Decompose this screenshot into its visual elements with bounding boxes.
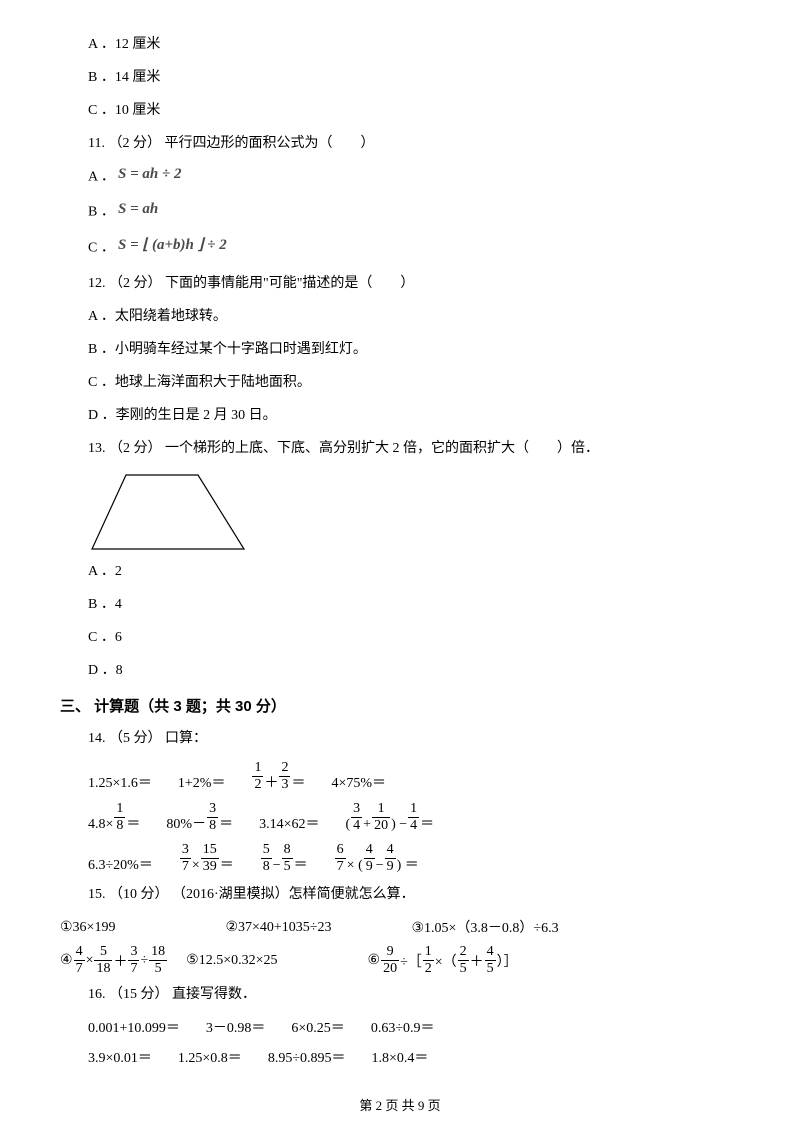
calc-cell: 6×0.25＝ bbox=[291, 1017, 344, 1037]
calc-cell: 1.25×0.8＝ bbox=[178, 1047, 242, 1067]
calc-cell: ①36×199 bbox=[60, 919, 115, 936]
fraction: 518 bbox=[94, 945, 112, 976]
q15-stem: 15. （10 分） （2016·湖里模拟）怎样简便就怎么算． bbox=[88, 884, 740, 905]
q11-formula-a: S = ah ÷ 2 bbox=[118, 166, 196, 189]
fraction: 47 bbox=[74, 945, 85, 976]
calc-cell: ②37×40+1035÷23 bbox=[225, 919, 331, 936]
fraction: 49 bbox=[385, 843, 396, 874]
q11-option-a-prefix: A ． bbox=[88, 170, 115, 185]
fraction: 34 bbox=[351, 802, 362, 833]
q11-option-b-prefix: B ． bbox=[88, 205, 115, 220]
calc-cell: 37 × 1539 ＝ bbox=[179, 843, 234, 874]
calc-cell: 12 ＋ 23 ＝ bbox=[251, 761, 305, 792]
q13-option-a: A ．2 bbox=[88, 561, 740, 582]
fraction: 49 bbox=[364, 843, 375, 874]
q13-option-c: C ．6 bbox=[88, 627, 740, 648]
fraction: 85 bbox=[282, 843, 293, 874]
q11-formula-b: S = ah bbox=[118, 201, 166, 224]
q14-calc-block: 1.25×1.6＝ 1+2%＝ 12 ＋ 23 ＝ 4×75%＝ 4.8× 18 ＝ 80… bbox=[88, 761, 740, 874]
fraction: 37 bbox=[128, 945, 139, 976]
calc-cell: 1.8×0.4＝ bbox=[372, 1047, 429, 1067]
q12-option-b: B ．小明骑车经过某个十字路口时遇到红灯。 bbox=[88, 339, 740, 360]
fraction: 920 bbox=[381, 945, 399, 976]
calc-cell: 58 − 85 ＝ bbox=[260, 843, 308, 874]
fraction: 12 bbox=[252, 761, 263, 792]
calc-cell: ( 34+120 ) − 14 ＝ bbox=[345, 802, 434, 833]
fraction: 38 bbox=[207, 802, 218, 833]
fraction: 45 bbox=[485, 945, 496, 976]
calc-cell: 4.8× 18 ＝ bbox=[88, 802, 140, 833]
fraction: 67 bbox=[335, 843, 346, 874]
q11-formula-c: S = ⌊ (a+b)h ⌋ ÷ 2 bbox=[118, 236, 268, 261]
fraction: 18 bbox=[114, 802, 125, 833]
q10-option-c: C ．10 厘米 bbox=[88, 100, 740, 121]
calc-cell: 3.9×0.01＝ bbox=[88, 1047, 152, 1067]
calc-cell: 1.25×1.6＝ bbox=[88, 772, 152, 792]
page: A ．12 厘米 B ．14 厘米 C ．10 厘米 11. （2 分） 平行四… bbox=[0, 0, 800, 1132]
q15-row-1: ①36×199 ②37×40+1035÷23 ③1.05×（3.8－0.8）÷6.3 bbox=[60, 917, 740, 937]
calc-cell: 3－0.98＝ bbox=[206, 1017, 266, 1037]
q16-row-2: 3.9×0.01＝ 1.25×0.8＝ 8.95÷0.895＝ 1.8×0.4＝ bbox=[88, 1047, 740, 1067]
q12-option-d: D ．李刚的生日是 2 月 30 日。 bbox=[88, 405, 740, 426]
fraction: 25 bbox=[458, 945, 469, 976]
page-footer: 第 2 页 共 9 页 bbox=[0, 1095, 800, 1114]
q16-stem: 16. （15 分） 直接写得数． bbox=[88, 984, 740, 1005]
q11-option-c-prefix: C ． bbox=[88, 241, 115, 256]
q10-option-a: A ．12 厘米 bbox=[88, 34, 740, 55]
calc-cell: 0.63÷0.9＝ bbox=[371, 1017, 435, 1037]
fraction: 1539 bbox=[201, 843, 219, 874]
section-3-title: 三、 计算题（共 3 题；共 30 分） bbox=[60, 695, 740, 716]
q16-calc-block: 0.001+10.099＝ 3－0.98＝ 6×0.25＝ 0.63÷0.9＝ 3.9… bbox=[88, 1017, 740, 1067]
q11-option-a: A ． S = ah ÷ 2 bbox=[88, 166, 740, 189]
calc-cell: 67 × ( 49 − 49 ) ＝ bbox=[334, 843, 419, 874]
calc-cell: ③1.05×（3.8－0.8）÷6.3 bbox=[411, 917, 558, 937]
q15-calc-block: ①36×199 ②37×40+1035÷23 ③1.05×（3.8－0.8）÷6.3… bbox=[60, 917, 740, 976]
calc-cell: 1+2%＝ bbox=[178, 772, 226, 792]
svg-text:S = ah: S = ah bbox=[118, 201, 158, 217]
calc-cell: 8.95÷0.895＝ bbox=[268, 1047, 346, 1067]
q14-stem: 14. （5 分） 口算： bbox=[88, 728, 740, 749]
fraction: 14 bbox=[408, 802, 419, 833]
q10-option-b: B ．14 厘米 bbox=[88, 67, 740, 88]
q11-option-c: C ． S = ⌊ (a+b)h ⌋ ÷ 2 bbox=[88, 236, 740, 261]
calc-cell: 4×75%＝ bbox=[331, 772, 386, 792]
calc-cell: ⑥ 920 ÷［ 12 ×（ 25 ＋ 45 ）］ bbox=[368, 945, 518, 976]
q13-trapezoid-figure bbox=[88, 471, 248, 553]
fraction: 185 bbox=[149, 945, 167, 976]
calc-cell: ⑤12.5×0.32×25 bbox=[186, 952, 277, 969]
svg-text:S = ah ÷ 2: S = ah ÷ 2 bbox=[118, 166, 182, 182]
fraction: 23 bbox=[279, 761, 290, 792]
q15-row-2: ④ 47 × 518 ＋ 37 ÷ 185 ⑤12.5×0.32×25 ⑥ 920 … bbox=[60, 945, 740, 976]
calc-row: 6.3÷20%＝ 37 × 1539 ＝ 58 − 85 ＝ 67 × ( 49 − … bbox=[88, 843, 740, 874]
q13-option-b: B ．4 bbox=[88, 594, 740, 615]
q13-stem: 13. （2 分） 一个梯形的上底、下底、高分别扩大 2 倍，它的面积扩大（ ）… bbox=[88, 438, 740, 459]
calc-cell: 6.3÷20%＝ bbox=[88, 854, 153, 874]
calc-cell: 80%－ 38 ＝ bbox=[166, 802, 233, 833]
q12-option-a: A ．太阳绕着地球转。 bbox=[88, 306, 740, 327]
fraction: 12 bbox=[423, 945, 434, 976]
q12-option-c: C ．地球上海洋面积大于陆地面积。 bbox=[88, 372, 740, 393]
svg-text:S = ⌊ (a+b)h ⌋ ÷ 2: S = ⌊ (a+b)h ⌋ ÷ 2 bbox=[118, 237, 227, 253]
calc-cell: 0.001+10.099＝ bbox=[88, 1017, 180, 1037]
fraction: 58 bbox=[261, 843, 272, 874]
fraction: 120 bbox=[372, 802, 390, 833]
calc-row: 1.25×1.6＝ 1+2%＝ 12 ＋ 23 ＝ 4×75%＝ bbox=[88, 761, 740, 792]
calc-cell: ④ 47 × 518 ＋ 37 ÷ 185 bbox=[60, 945, 168, 976]
q11-stem: 11. （2 分） 平行四边形的面积公式为（ ） bbox=[88, 133, 740, 154]
fraction: 37 bbox=[180, 843, 191, 874]
calc-cell: 3.14×62＝ bbox=[259, 813, 319, 833]
calc-row: 4.8× 18 ＝ 80%－ 38 ＝ 3.14×62＝ ( 34+120 ) − 1… bbox=[88, 802, 740, 833]
q12-stem: 12. （2 分） 下面的事情能用"可能"描述的是（ ） bbox=[88, 273, 740, 294]
q13-option-d: D ．8 bbox=[88, 660, 740, 681]
q11-option-b: B ． S = ah bbox=[88, 201, 740, 224]
q16-row-1: 0.001+10.099＝ 3－0.98＝ 6×0.25＝ 0.63÷0.9＝ bbox=[88, 1017, 740, 1037]
